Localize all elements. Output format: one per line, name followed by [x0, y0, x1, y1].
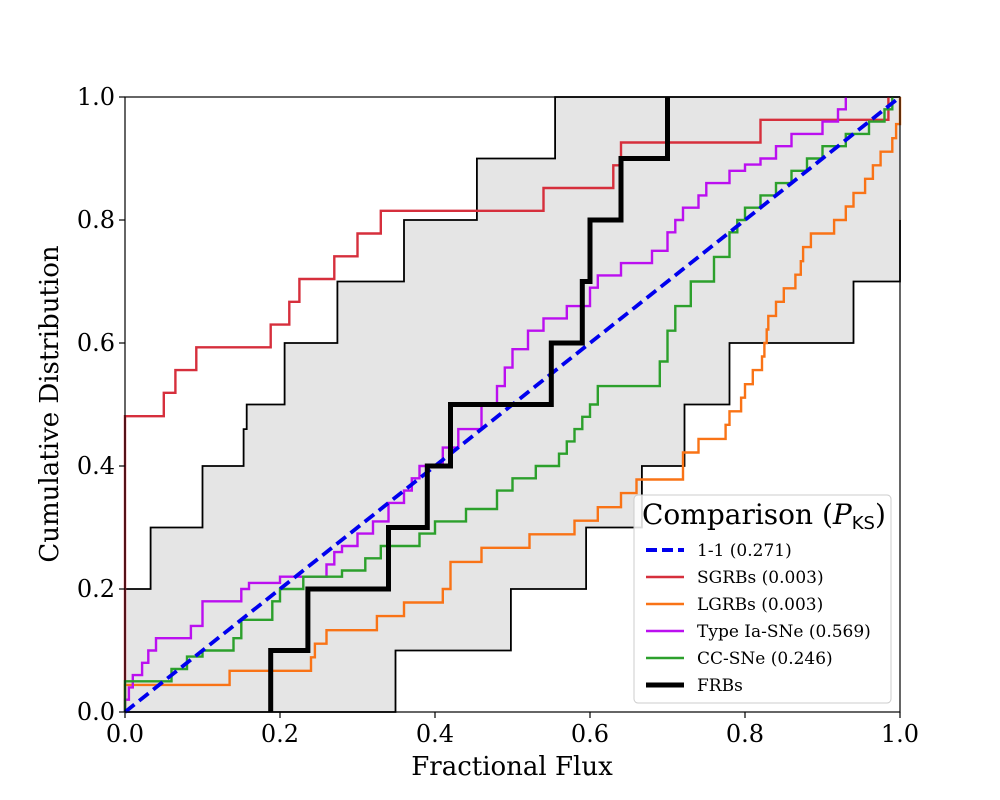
legend-label-sgrb: SGRBs (0.003) [697, 568, 824, 588]
x-tick-label: 0.4 [416, 720, 454, 748]
y-tick-label: 0.6 [77, 329, 115, 357]
y-tick-label: 1.0 [77, 83, 115, 111]
legend-label-one-to-one: 1-1 (0.271) [697, 541, 792, 561]
y-axis-title: Cumulative Distribution [35, 245, 65, 562]
legend-title: Comparison (PKS) [642, 498, 886, 534]
y-tick-label: 0.0 [77, 698, 115, 726]
legend: Comparison (PKS) 1-1 (0.271) SGRBs (0.00… [633, 494, 892, 704]
x-axis-title: Fractional Flux [411, 752, 613, 782]
confidence-band-lower [125, 220, 901, 713]
legend-label-ccsn: CC-SNe (0.246) [697, 649, 833, 669]
legend-label-lgrb: LGRBs (0.003) [697, 595, 823, 615]
x-tick-label: 0.8 [726, 720, 764, 748]
legend-label-frb: FRBs [697, 676, 743, 696]
y-tick-label: 0.4 [77, 452, 115, 480]
series-layer [123, 95, 902, 714]
x-tick-label: 1.0 [881, 720, 919, 748]
y-tick-label: 0.8 [77, 206, 115, 234]
series-lgrb [123, 97, 902, 712]
series-ccsn [123, 97, 894, 712]
confidence-band-upper [125, 96, 900, 590]
x-tick-label: 0.2 [261, 720, 299, 748]
series-frb [268, 97, 670, 712]
plot-frame [124, 96, 901, 713]
x-tick-label: 0.6 [571, 720, 609, 748]
y-tick-label: 0.2 [77, 575, 115, 603]
legend-box [633, 494, 892, 704]
legend-label-ia: Type Ia-SNe (0.569) [697, 622, 871, 642]
x-tick-label: 0.0 [106, 720, 144, 748]
ticks-layer: 0.0 0.2 0.4 0.6 0.8 1.0 0.0 0.2 0.4 0.6 0.8 1.0 [77, 83, 919, 748]
